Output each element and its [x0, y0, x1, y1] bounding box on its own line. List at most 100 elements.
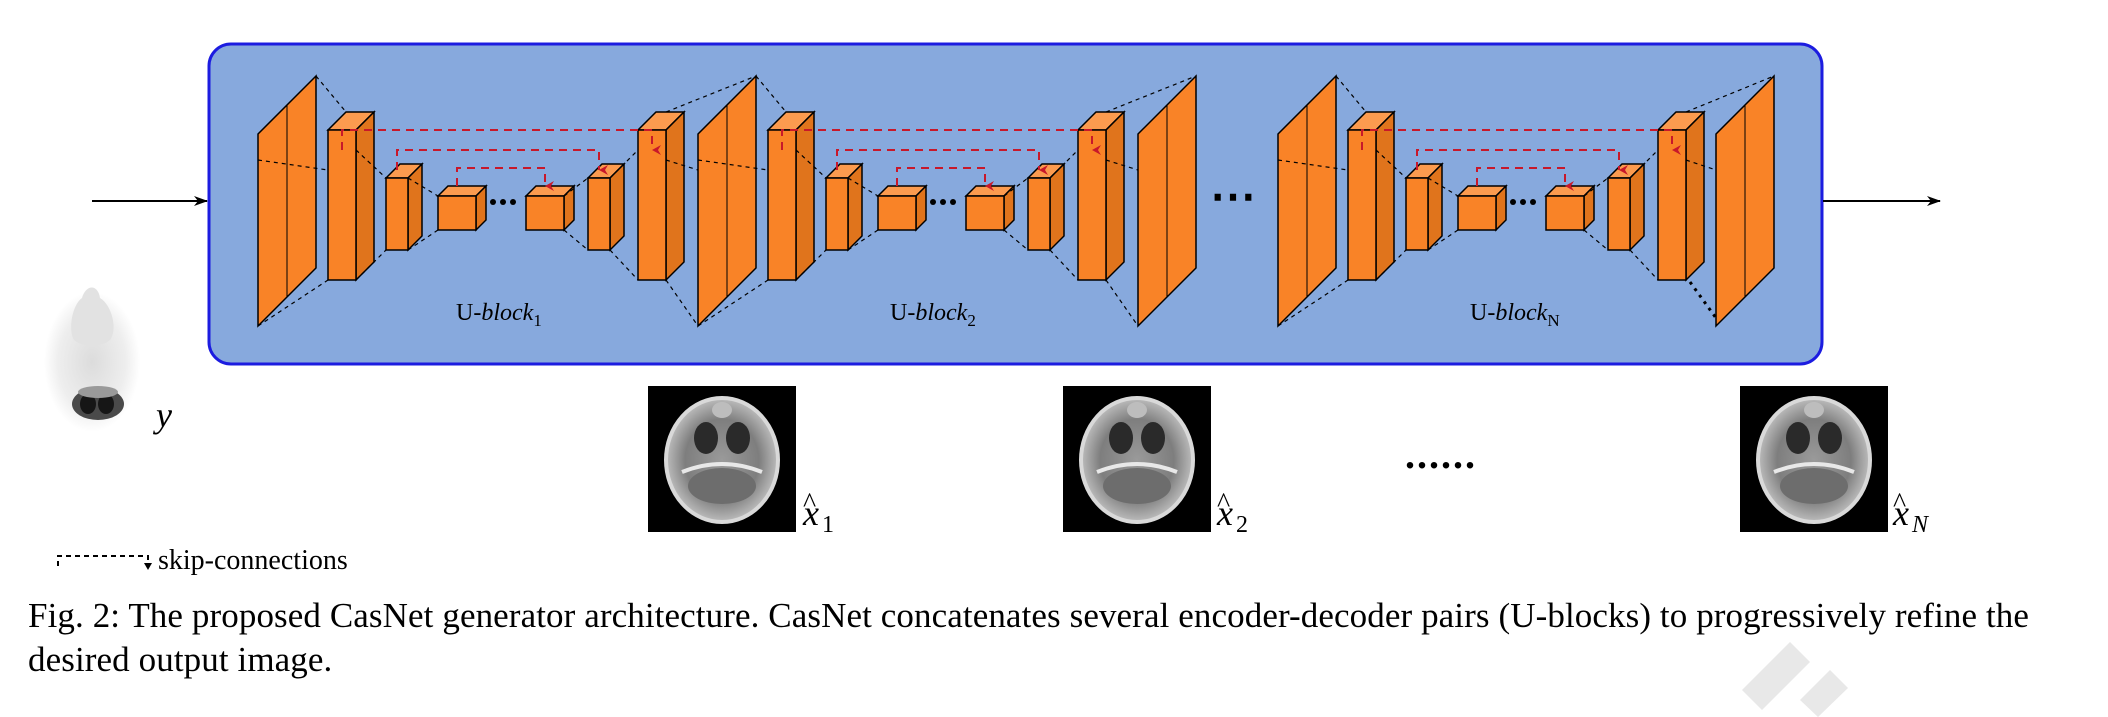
dashed-bracket-icon — [57, 555, 149, 566]
u-block-2-connector — [847, 177, 879, 197]
u-block-n-dec-2 — [1606, 162, 1646, 252]
u-block-n-connector — [1583, 229, 1609, 251]
u-block-2-connector — [1003, 177, 1029, 197]
u-block-1-ellipsis-dot — [490, 199, 496, 205]
u-block-2-connector — [1105, 279, 1139, 327]
u-block-1-enc-2-front — [385, 177, 409, 251]
ct-image-2-sinus-right — [1141, 422, 1165, 454]
u-block-2-dec-2 — [1026, 162, 1066, 252]
u-block-n-skip-2 — [1416, 149, 1628, 175]
u-block-2-enc-1-side — [795, 110, 815, 282]
u-block-1-enc-1-front — [327, 129, 357, 281]
output-label-1: x ^ 1 — [802, 488, 834, 538]
casnet-container — [207, 42, 1824, 366]
u-block-1-enc-2 — [384, 162, 424, 252]
ct-image-n-sinus-right — [1818, 422, 1842, 454]
u-block-n-skip-3 — [1476, 167, 1574, 191]
u-block-2-bottleneck-left-front — [877, 195, 917, 231]
ct-image-n-nasal-bone — [1804, 402, 1824, 418]
block-gap-ellipsis: ⋯ — [1210, 171, 1256, 222]
u-block-n-enc-2-side — [1427, 162, 1443, 252]
u-block-1-skip-2 — [396, 149, 608, 175]
u-block-1-enc-1-side — [355, 110, 375, 282]
u-block-2-connector — [1003, 229, 1029, 251]
ct-image-2-rim — [1079, 396, 1195, 524]
u-block-1-bottleneck-left — [436, 184, 488, 232]
u-block-2-connector — [795, 249, 827, 281]
ct-image-2 — [1063, 386, 1211, 532]
u-block-2-skip-1 — [781, 129, 1101, 155]
u-block-1-ellipsis-dot — [500, 199, 506, 205]
ct-image-2-nasal-bone — [1127, 402, 1147, 418]
u-block-1-connector — [257, 159, 329, 171]
u-block-2-connector — [1105, 75, 1197, 113]
u-block-n-ellipsis-dot — [1520, 199, 1526, 205]
u-block-1-bottleneck-right-front — [525, 195, 565, 231]
u-block-2-connector — [697, 279, 769, 327]
u-block-2-ellipsis-dot — [950, 199, 956, 205]
svg-text:N: N — [1911, 512, 1930, 538]
u-block-n-connector — [1583, 177, 1609, 197]
u-block-1-dec-1-side — [665, 110, 685, 282]
u-block-2-dec-1-front — [1077, 129, 1107, 281]
u-block-1-connector — [407, 229, 439, 251]
legend-label: skip-connections — [158, 545, 348, 576]
u-block-2-dec-2-side — [1049, 162, 1065, 252]
svg-text:1: 1 — [822, 512, 834, 538]
ct-image-n-cerebellum — [1780, 468, 1848, 504]
u-block-1-enc-1 — [326, 110, 376, 282]
u-block-n-enc-2 — [1404, 162, 1444, 252]
u-block-n-enc-2-front — [1405, 177, 1429, 251]
u-block-n-bottleneck-left — [1456, 184, 1508, 232]
svg-text:2: 2 — [1236, 512, 1248, 538]
u-block-n-connector — [1375, 149, 1407, 179]
u-block-n-connector — [1277, 159, 1349, 171]
ct-image-n-sinus-left — [1786, 422, 1810, 454]
u-block-2-connector — [847, 229, 879, 251]
u-block-n-connector — [1629, 149, 1659, 179]
ct-image-1-petrous-bone — [681, 462, 763, 474]
output-label-2: x ^ 2 — [1216, 488, 1248, 538]
ct-image-n-rim — [1756, 396, 1872, 524]
u-block-2-ellipsis-dot — [940, 199, 946, 205]
ct-image-2-cerebellum — [1103, 468, 1171, 504]
u-block-1-label: U-block1 — [456, 300, 542, 330]
u-block-1-connector — [355, 249, 387, 281]
u-block-2-skip-2 — [836, 149, 1048, 175]
u-block-n-connector — [1427, 177, 1459, 197]
outputs-ellipsis: ...... — [1405, 432, 1477, 477]
u-block-n-enc-1-front — [1347, 129, 1377, 281]
u-block-1-ellipsis-dot — [510, 199, 516, 205]
u-block-1-connector — [407, 177, 439, 197]
u-block-1-connector — [665, 279, 699, 327]
ct-image-1-nasal-bone — [712, 402, 732, 418]
u-block-1-connector — [257, 279, 329, 327]
u-block-n-ellipsis-dot — [1530, 199, 1536, 205]
u-block-1-bottleneck-left-front — [437, 195, 477, 231]
u-block-n-bottleneck-right-front — [1545, 195, 1585, 231]
ct-image-1-sinus-left — [694, 422, 718, 454]
u-block-2-connector — [1105, 159, 1139, 171]
svg-text:x: x — [1892, 493, 1909, 533]
u-block-n-bottleneck-right — [1544, 184, 1596, 232]
u-block-n-enc-1-side — [1375, 110, 1395, 282]
ct-output-images — [648, 386, 1888, 532]
ct-image-2-sinus-left — [1109, 422, 1133, 454]
u-block-n-connector — [1685, 159, 1717, 171]
u-block-2-enc-2 — [824, 162, 864, 252]
u-block-2-bottleneck-left — [876, 184, 928, 232]
ct-image-1-rim — [664, 396, 780, 524]
u-block-n-enc-1 — [1346, 110, 1396, 282]
u-block-n-connector — [1629, 249, 1659, 281]
u-block-2-enc-1 — [766, 110, 816, 282]
output-label-n: x ^ N — [1892, 488, 1930, 538]
u-block-2-label: U-block2 — [890, 300, 976, 330]
svg-text:^: ^ — [1893, 488, 1906, 519]
u-block-1-dec-1 — [636, 110, 686, 282]
u-block-1-connector — [355, 149, 387, 179]
u-block-2-ellipsis — [930, 199, 956, 205]
u-block-n-dec-1-front — [1657, 129, 1687, 281]
u-block-1-input-layer — [257, 74, 317, 328]
input-symbol-y: y — [153, 395, 172, 435]
u-block-2-dec-1 — [1076, 110, 1126, 282]
